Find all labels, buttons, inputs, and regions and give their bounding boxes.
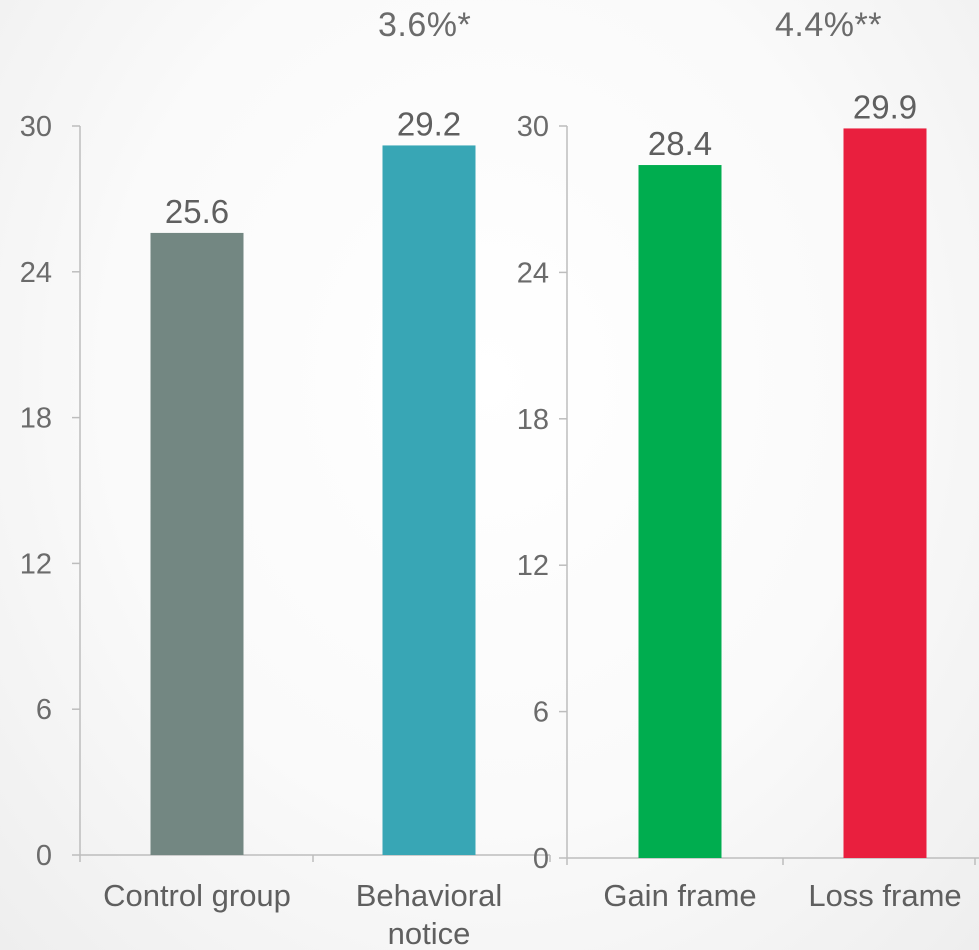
data-label-1-0: 28.4 <box>648 125 712 162</box>
significance-annotation-left: 3.6%* <box>378 6 472 44</box>
data-label-0-1: 29.2 <box>397 105 461 142</box>
y-tick-label-1-1: 6 <box>533 697 549 729</box>
bar-1-0 <box>638 165 722 859</box>
category-label-1-1: Loss frame <box>808 878 961 913</box>
bar-0-1 <box>382 145 476 855</box>
category-label-1-0: Gain frame <box>603 878 756 913</box>
data-label-0-0: 25.6 <box>165 193 229 230</box>
y-tick-label-0-1: 6 <box>36 694 52 726</box>
significance-annotation-right: 4.4%** <box>775 6 882 44</box>
y-tick-label-1-5: 30 <box>517 111 549 143</box>
y-tick-label-1-3: 18 <box>517 404 549 436</box>
y-tick-label-1-0: 0 <box>533 843 549 875</box>
category-label-0-0: Control group <box>103 878 291 913</box>
y-tick-label-0-3: 18 <box>20 403 52 435</box>
category-label-0-1-line-0: Behavioral <box>356 878 502 913</box>
y-tick-label-0-2: 12 <box>20 548 52 580</box>
bar-0-0 <box>150 232 244 856</box>
bar-1-1 <box>843 128 927 858</box>
y-tick-label-1-4: 24 <box>517 257 549 289</box>
y-tick-label-0-5: 30 <box>20 111 52 143</box>
data-label-1-1: 29.9 <box>853 88 917 125</box>
y-tick-label-1-2: 12 <box>517 550 549 582</box>
y-tick-label-0-4: 24 <box>20 257 52 289</box>
y-tick-label-0-0: 0 <box>36 840 52 872</box>
category-label-0-1-line-1: notice <box>388 916 471 950</box>
